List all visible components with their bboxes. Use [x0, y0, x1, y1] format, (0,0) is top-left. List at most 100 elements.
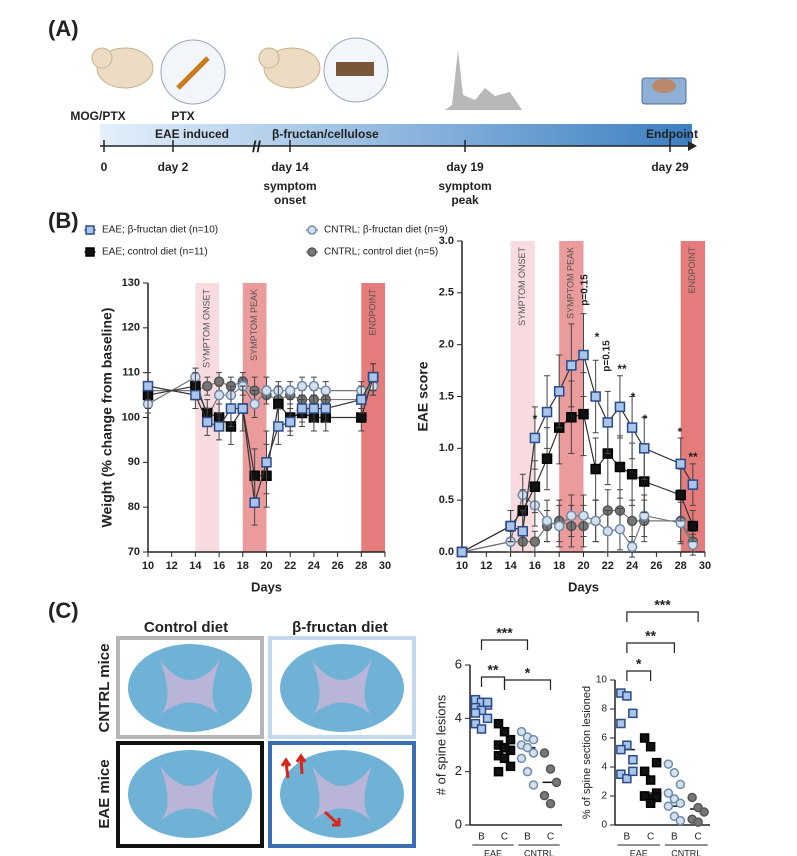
x-tick-label: 24: [626, 560, 639, 572]
data-point: [578, 408, 589, 420]
legend-label: CNTRL; β-fructan diet (n=9): [324, 225, 448, 236]
x-tick-label: 18: [553, 560, 565, 572]
y-tick-label: 130: [122, 277, 140, 289]
timeline-event: day 2: [158, 160, 189, 174]
y-tick-label: 6: [455, 656, 462, 671]
annotation: **: [617, 362, 627, 376]
x-tick-label: 12: [480, 560, 492, 572]
y-tick-label: 6: [601, 733, 607, 744]
data-point: [456, 546, 468, 558]
data-point: [614, 401, 626, 413]
data-point: [528, 780, 539, 790]
data-point: [516, 753, 527, 764]
legend-label: EAE; control diet (n=11): [102, 247, 208, 258]
data-point: [614, 461, 626, 473]
y-tick-label: 0.0: [439, 546, 454, 558]
data-point: [202, 380, 213, 392]
annotation: *: [643, 412, 648, 426]
legend-label: EAE; β-fructan diet (n=10): [102, 225, 218, 236]
data-point: [356, 412, 367, 423]
data-point: [675, 815, 686, 826]
data-point: [590, 391, 601, 402]
data-point: [505, 734, 516, 745]
x-tick-label: C: [695, 832, 702, 843]
data-point: [553, 386, 565, 397]
data-point: [663, 801, 674, 811]
significance-bracket: [626, 611, 699, 622]
significance-label: *: [636, 656, 642, 672]
x-tick-label: 26: [331, 560, 343, 572]
significance-label: ***: [496, 625, 513, 641]
data-point: [499, 726, 510, 737]
timeline-arrow: [688, 141, 697, 151]
legend-marker: [307, 225, 317, 235]
panel-label: (B): [48, 208, 79, 233]
data-point: [308, 380, 320, 392]
significance-label: *: [525, 665, 531, 681]
data-point: [628, 708, 638, 719]
data-point: [505, 520, 516, 532]
timeline-icons: [91, 37, 687, 110]
data-point: [566, 360, 577, 371]
data-point: [529, 432, 541, 444]
data-point: [539, 748, 550, 758]
band-label: SYMPTOM PEAK: [566, 247, 576, 319]
annotation: *: [533, 412, 538, 426]
image-column-label: Control diet: [144, 619, 228, 636]
legend-label: CNTRL; control diet (n=5): [324, 247, 438, 258]
timeline-event: day 14: [271, 160, 309, 174]
data-point: [616, 718, 626, 729]
data-point: [470, 718, 481, 729]
timeline-bar-label: EAE induced: [155, 127, 229, 141]
y-tick-label: 10: [596, 675, 608, 686]
histology-images: [116, 636, 416, 848]
x-tick-label: B: [524, 832, 531, 843]
legend-marker: [307, 247, 317, 257]
data-point: [284, 416, 296, 428]
data-point: [493, 766, 504, 777]
data-point: [505, 761, 516, 772]
x-tick-label: 16: [213, 560, 225, 572]
x-axis-label: Days: [568, 579, 599, 594]
annotation: **: [688, 450, 698, 464]
x-tick-label: 16: [529, 560, 541, 572]
x-tick-label: C: [501, 832, 508, 843]
x-tick-label: 10: [142, 560, 154, 572]
data-point: [687, 792, 697, 803]
y-tick-label: 3.0: [439, 235, 454, 247]
data-point: [296, 380, 308, 392]
data-point: [626, 515, 638, 527]
image-row-label: CNTRL mice: [96, 644, 113, 733]
band-label: ENDPOINT: [687, 247, 697, 294]
y-tick-label: 0: [455, 816, 462, 831]
data-point: [699, 807, 709, 817]
legend-marker: [85, 225, 95, 235]
data-point: [308, 403, 320, 414]
significance-label: ***: [654, 597, 671, 613]
x-tick-label: 22: [284, 560, 296, 572]
y-tick-label: 120: [122, 322, 140, 334]
x-tick-label: 20: [260, 560, 272, 572]
x-tick-label: 24: [308, 560, 321, 572]
x-tick-label: 14: [189, 560, 202, 572]
data-point: [541, 406, 553, 418]
data-point: [645, 741, 656, 752]
legend-marker: [85, 247, 95, 257]
group-label: EAE: [484, 848, 502, 856]
significance-bracket: [626, 670, 652, 681]
y-tick-label: 4: [601, 762, 607, 773]
x-tick-label: B: [624, 832, 631, 843]
band-label: SYMPTOM PEAK: [249, 289, 259, 361]
y-tick-label: 70: [128, 546, 140, 558]
data-point: [213, 376, 225, 387]
image-row-label: EAE mice: [96, 759, 113, 828]
x-tick-label: B: [478, 832, 485, 843]
data-point: [296, 403, 308, 414]
timeline-event: day 29: [651, 160, 689, 174]
data-point: [142, 380, 154, 392]
y-tick-label: 90: [128, 456, 140, 468]
y-axis-label: EAE score: [415, 361, 431, 431]
data-point: [249, 398, 260, 410]
data-point: [626, 469, 638, 480]
